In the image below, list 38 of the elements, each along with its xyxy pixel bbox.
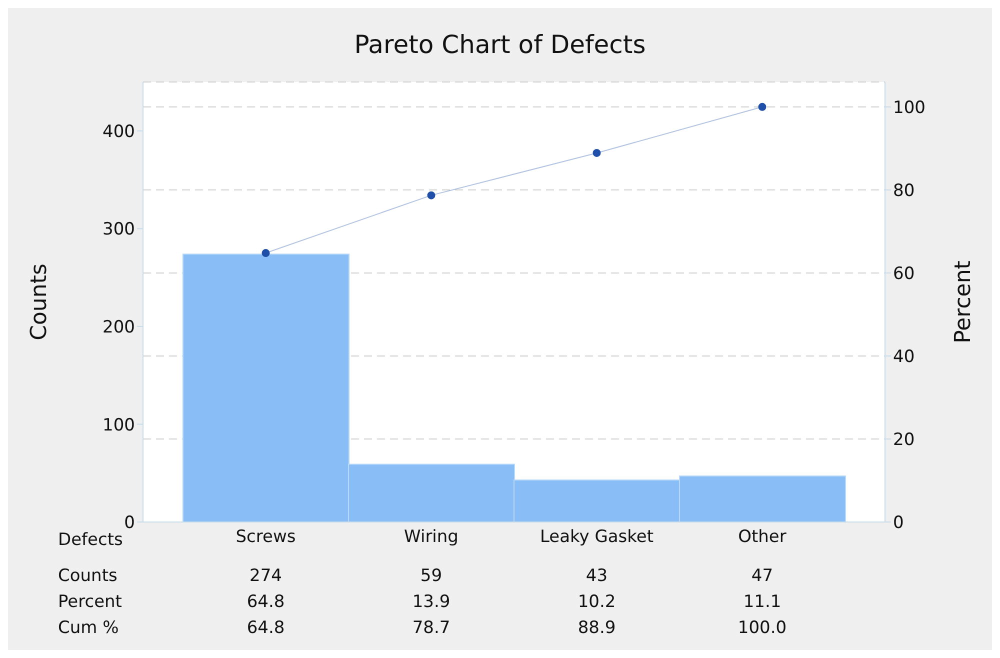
y-axis-title: Counts bbox=[26, 264, 52, 340]
y-tick-label: 100 bbox=[102, 415, 135, 436]
y-tick-label: 300 bbox=[102, 220, 135, 240]
point bbox=[758, 102, 766, 111]
text: Counts bbox=[58, 566, 118, 586]
point bbox=[262, 249, 270, 258]
y2-tick-label: 80 bbox=[893, 180, 915, 201]
data-label: 43 bbox=[584, 566, 609, 586]
text: Percent bbox=[58, 592, 122, 612]
y-tick-label: 200 bbox=[102, 317, 135, 338]
data-label: 88.9 bbox=[576, 618, 617, 638]
y2-tick-label: 100 bbox=[893, 98, 926, 118]
y-tick-label: 0 bbox=[124, 513, 135, 534]
x-tick-label: Leaky Gasket bbox=[540, 527, 654, 548]
x-tick-label: Wiring bbox=[404, 527, 458, 548]
data-label: 64.8 bbox=[246, 618, 286, 638]
y2-tick-label: 20 bbox=[893, 430, 915, 450]
y2-tick-label: 40 bbox=[893, 346, 915, 367]
y2-tick-label: 0 bbox=[893, 513, 904, 534]
x-tick-label: Other bbox=[738, 527, 786, 548]
text: 13.9 bbox=[411, 592, 452, 612]
text: 11.1 bbox=[742, 592, 782, 612]
data-label: 100.0 bbox=[736, 618, 788, 638]
x-axis-title: Defects bbox=[58, 530, 123, 550]
data-label: 47 bbox=[750, 566, 774, 586]
point bbox=[592, 148, 601, 157]
data-label: 78.7 bbox=[411, 618, 452, 638]
x-tick-label: Screws bbox=[236, 527, 296, 548]
y2-tick-label: 60 bbox=[893, 264, 915, 284]
point bbox=[427, 191, 436, 200]
text: 64.8 bbox=[246, 592, 286, 612]
y2-axis-title: Percent bbox=[950, 260, 976, 344]
text: Cum % bbox=[58, 618, 119, 638]
text: 10.2 bbox=[576, 592, 617, 612]
chart-title: Pareto Chart of Defects bbox=[353, 30, 647, 59]
data-label: 274 bbox=[248, 566, 283, 586]
y-tick-label: 400 bbox=[102, 122, 135, 142]
data-label: 59 bbox=[419, 566, 444, 586]
